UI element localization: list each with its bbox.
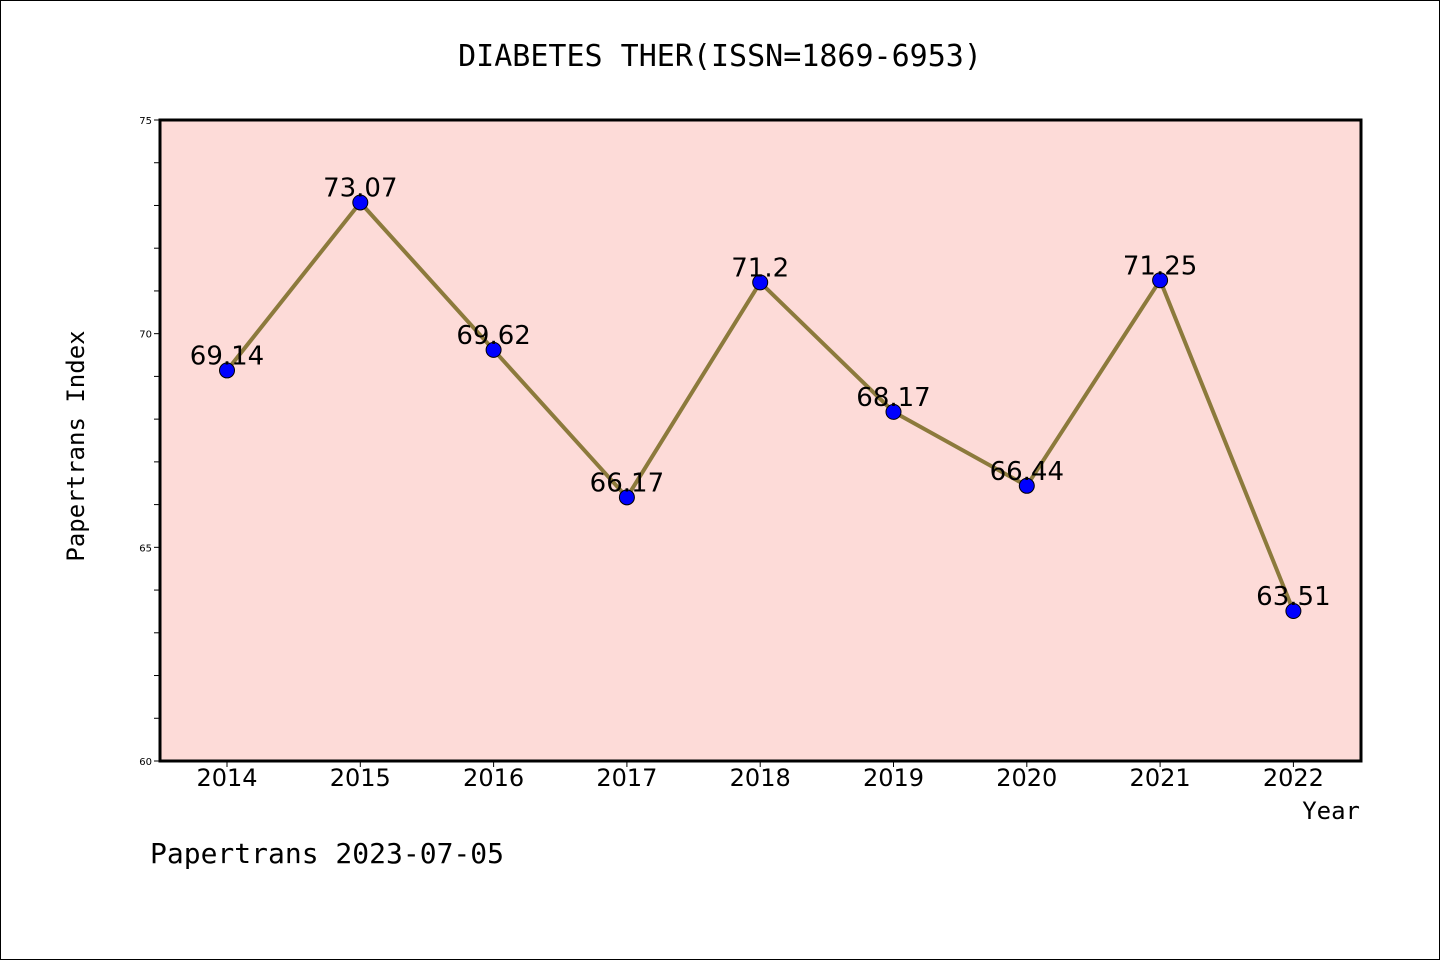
data-label: 69.62 <box>456 321 530 351</box>
data-point-marker <box>485 341 502 358</box>
data-point-marker <box>219 362 235 379</box>
footer-credit: Papertrans 2023-07-05 <box>150 837 504 870</box>
x-tick-label: 2016 <box>463 764 524 792</box>
data-point-marker <box>352 194 369 211</box>
data-label: 71.2 <box>731 253 789 283</box>
x-tick-label: 2015 <box>330 764 391 792</box>
data-point-marker <box>1152 272 1169 289</box>
data-label: 66.17 <box>590 468 664 498</box>
y-axis-ticks: 60 65 70 75 <box>139 116 160 768</box>
data-label: 63.51 <box>1256 582 1330 612</box>
y-tick-label: 70 <box>139 330 152 341</box>
x-tick-label: 2017 <box>596 764 657 792</box>
data-label: 73.07 <box>323 173 397 203</box>
y-tick-label: 65 <box>139 543 152 554</box>
data-point-marker <box>885 403 902 420</box>
x-tick-label: 2021 <box>1130 764 1191 792</box>
x-axis-ticks: 2014 2015 2016 2017 2018 2019 2020 2021 2022 <box>196 761 1324 792</box>
y-axis-label: Papertrans Index <box>62 330 90 561</box>
data-point-marker <box>1018 477 1035 494</box>
data-label: 68.17 <box>856 383 930 413</box>
x-tick-label: 2020 <box>996 764 1057 792</box>
plot-area <box>160 120 1361 761</box>
data-label: 69.14 <box>190 341 264 371</box>
data-point-marker <box>618 489 635 506</box>
x-tick-label: 2022 <box>1263 764 1324 792</box>
plot-border <box>158 118 1363 763</box>
x-tick-label: 2018 <box>730 764 791 792</box>
data-point-marker <box>1285 603 1302 620</box>
x-axis-label: Year <box>1302 797 1360 825</box>
x-tick-label: 2019 <box>863 764 924 792</box>
y-tick-label: 60 <box>139 757 152 768</box>
data-label: 66.44 <box>990 457 1064 487</box>
data-point-marker <box>752 274 769 291</box>
series-group: 69.14 73.07 69.62 66.17 71.2 68.17 66.44 71.25 6… <box>190 173 1331 620</box>
x-tick-label: 2014 <box>196 764 257 792</box>
chart-title: DIABETES THER(ISSN=1869-6953) <box>458 39 982 74</box>
data-label: 71.25 <box>1123 251 1197 281</box>
y-tick-label: 75 <box>139 116 152 127</box>
